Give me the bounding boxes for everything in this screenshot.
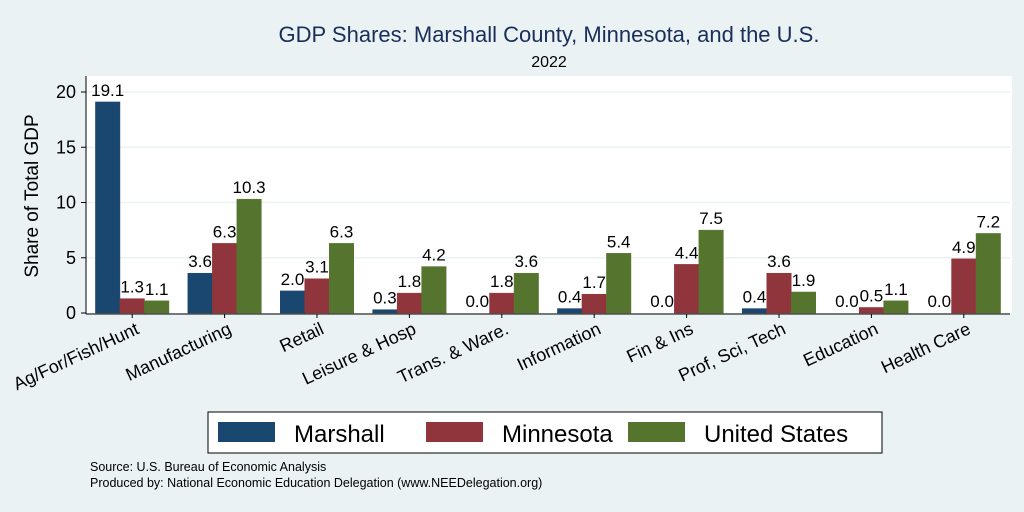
data-label: 1.1 xyxy=(884,280,908,299)
x-category-label: Manufacturing xyxy=(122,318,234,384)
data-label: 19.1 xyxy=(91,81,124,100)
bar-marshall xyxy=(372,309,398,314)
legend-label-marshall: Marshall xyxy=(294,421,385,448)
bar-minnesota xyxy=(674,264,700,314)
bar-united-states xyxy=(421,266,447,314)
legend-label-united-states: United States xyxy=(704,421,848,448)
source-note: Source: U.S. Bureau of Economic Analysis xyxy=(90,460,326,474)
bar-marshall xyxy=(280,290,305,314)
bar-minnesota xyxy=(396,292,422,314)
bar-minnesota xyxy=(858,307,884,314)
y-tick-label: 10 xyxy=(56,193,76,213)
bar-marshall xyxy=(187,272,213,314)
x-category-label: Retail xyxy=(277,318,327,356)
bar-united-states xyxy=(606,253,632,314)
data-label: 2.0 xyxy=(281,270,305,289)
bar-united-states xyxy=(883,300,909,314)
y-tick-label: 0 xyxy=(66,303,76,323)
bar-united-states xyxy=(698,229,724,314)
legend-swatch-marshall xyxy=(218,422,275,442)
chart-title: GDP Shares: Marshall County, Minnesota, … xyxy=(279,22,820,47)
data-label: 5.4 xyxy=(607,232,631,251)
data-label: 4.2 xyxy=(422,246,446,265)
bar-marshall xyxy=(742,308,767,314)
bar-minnesota xyxy=(581,293,607,314)
data-label: 7.5 xyxy=(699,209,723,228)
data-label: 3.1 xyxy=(305,258,329,277)
bar-united-states xyxy=(975,233,1001,314)
data-label: 0.5 xyxy=(860,286,884,305)
bar-minnesota xyxy=(766,272,792,314)
bar-minnesota xyxy=(489,292,515,314)
bar-marshall xyxy=(557,308,583,314)
legend-swatch-minnesota xyxy=(426,422,483,442)
legend-label-minnesota: Minnesota xyxy=(502,421,613,448)
data-label: 0.0 xyxy=(835,292,859,311)
x-category-label: Ag/For/Fish/Hunt xyxy=(10,318,142,394)
data-label: 0.4 xyxy=(743,288,767,307)
x-category-label: Information xyxy=(514,318,604,374)
chart-subtitle: 2022 xyxy=(531,54,567,71)
bar-marshall xyxy=(95,101,121,314)
data-label: 6.3 xyxy=(330,222,354,241)
data-label: 7.2 xyxy=(976,212,1000,231)
y-tick-label: 5 xyxy=(66,248,76,268)
data-label: 10.3 xyxy=(233,178,266,197)
bar-united-states xyxy=(144,300,170,314)
data-label: 3.6 xyxy=(514,252,538,271)
data-label: 0.0 xyxy=(650,292,674,311)
legend-box xyxy=(207,411,883,454)
data-label: 1.7 xyxy=(582,273,606,292)
y-tick-label: 15 xyxy=(56,137,76,157)
data-label: 0.0 xyxy=(927,292,951,311)
bar-united-states xyxy=(513,272,539,314)
y-tick-label: 20 xyxy=(56,82,76,102)
legend-swatch-united-states xyxy=(628,422,685,442)
data-label: 1.8 xyxy=(398,272,422,291)
data-label: 4.4 xyxy=(675,243,699,262)
bar-united-states xyxy=(236,198,262,314)
bar-minnesota xyxy=(212,243,238,314)
data-label: 0.0 xyxy=(465,292,489,311)
x-category-label: Health Care xyxy=(878,318,974,377)
bar-minnesota xyxy=(951,258,977,314)
data-label: 0.3 xyxy=(373,289,397,308)
legend: Marshall Minnesota United States xyxy=(207,411,883,454)
data-label: 1.3 xyxy=(120,278,144,297)
x-category-label: Education xyxy=(800,318,881,370)
data-label: 1.1 xyxy=(145,280,169,299)
data-label: 1.9 xyxy=(792,271,816,290)
bar-minnesota xyxy=(304,278,330,314)
data-label: 4.9 xyxy=(952,238,976,257)
data-label: 6.3 xyxy=(213,222,237,241)
data-label: 1.8 xyxy=(490,272,514,291)
bar-minnesota xyxy=(119,298,145,314)
produced-by-note: Produced by: National Economic Education… xyxy=(90,476,542,490)
data-label: 3.6 xyxy=(767,252,791,271)
y-axis-label: Share of Total GDP xyxy=(22,114,43,277)
x-category-label: Fin & Ins xyxy=(623,318,696,366)
data-label: 3.6 xyxy=(188,252,212,271)
bar-united-states xyxy=(329,243,354,314)
data-label: 0.4 xyxy=(558,288,582,307)
bar-united-states xyxy=(791,291,816,314)
